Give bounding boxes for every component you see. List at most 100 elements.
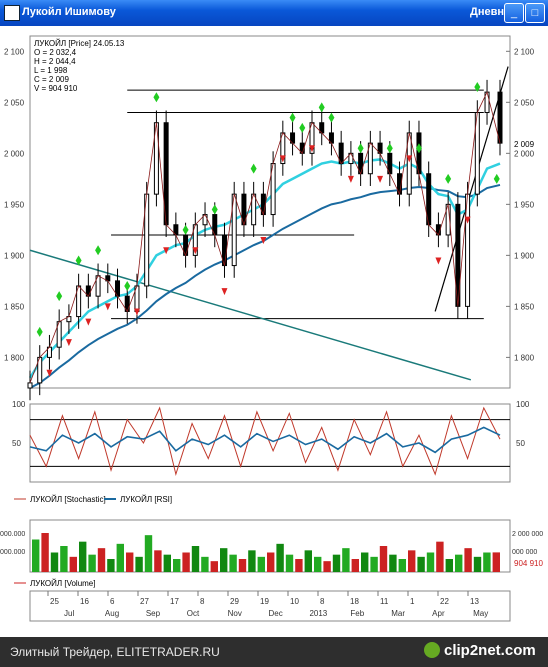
- rising-trend-line: [434, 66, 509, 312]
- sell-marker: [133, 308, 140, 316]
- trend-line: [29, 249, 472, 381]
- buy-marker: [474, 82, 481, 93]
- volume-bar: [323, 561, 331, 572]
- month-label: Sep: [146, 609, 161, 618]
- title-bar[interactable]: Лукойл Ишимову Дневной _ □: [0, 0, 548, 26]
- minimize-button[interactable]: _: [504, 3, 524, 23]
- price-tick-right: 2 000: [514, 149, 535, 158]
- volume-tick-right: 2 000 000: [512, 531, 543, 538]
- buy-marker: [182, 224, 189, 235]
- axis-frame: [29, 590, 511, 622]
- volume-bar: [370, 556, 378, 572]
- volume-bar: [351, 559, 359, 572]
- volume-bar: [238, 559, 247, 572]
- volume-bar: [97, 548, 106, 572]
- stochastic-legend-label: ЛУКОЙЛ [Stochastic]: [30, 495, 106, 504]
- buy-marker: [153, 92, 160, 103]
- volume-bar: [41, 533, 49, 572]
- price-legend-line: L = 1 998: [34, 66, 68, 75]
- watermark-text: clip2net.com: [444, 642, 536, 659]
- price-frame: [29, 35, 511, 389]
- candle-body: [497, 91, 503, 144]
- osc-tick-right: 50: [516, 439, 525, 448]
- buy-marker: [211, 204, 218, 215]
- sell-marker: [435, 257, 442, 265]
- buy-marker: [250, 163, 257, 174]
- volume-bar: [314, 556, 322, 572]
- buy-marker: [357, 143, 364, 154]
- chart-svg: 2 100 2 100 2 050 2 050 2 000 2 000 1 950 1 950…: [0, 35, 543, 622]
- volume-tick-left: 000.000: [0, 531, 25, 538]
- sell-marker: [65, 339, 72, 347]
- volume-bar: [417, 556, 425, 572]
- volume-bar: [445, 559, 453, 572]
- sell-marker: [163, 247, 170, 255]
- day-label: 18: [350, 597, 359, 606]
- volume-bar: [182, 552, 190, 572]
- volume-bar: [220, 548, 228, 572]
- stochastic-line: [29, 406, 501, 477]
- sell-marker: [406, 155, 413, 163]
- day-label: 19: [260, 597, 269, 606]
- price-tick-right: 2 050: [514, 98, 535, 107]
- volume-panel: 000.000 000.000 2 000 000 000 000 904 910 ЛУК…: [0, 519, 543, 588]
- month-label: 2013: [309, 609, 327, 618]
- volume-bar: [267, 552, 275, 572]
- volume-bar: [116, 543, 124, 572]
- last-price-label: 2 009: [514, 140, 535, 149]
- rsi-line: [29, 426, 501, 454]
- volume-bar: [107, 559, 115, 572]
- close-price-line: [29, 90, 501, 384]
- app-icon: [4, 5, 20, 21]
- volume-tick-left: 000.000: [0, 549, 25, 556]
- footer-bar: Элитный Трейдер, ELITETRADER.RU clip2net…: [0, 637, 548, 667]
- buy-marker: [75, 255, 82, 266]
- volume-bar: [229, 554, 237, 572]
- price-tick-right: 1 900: [514, 251, 535, 260]
- day-label: 8: [320, 597, 325, 606]
- day-label: 1: [410, 597, 415, 606]
- price-tick-left: 1 800: [4, 353, 25, 362]
- day-label: 29: [230, 597, 239, 606]
- footer-caption: Элитный Трейдер, ELITETRADER.RU: [10, 645, 220, 659]
- month-label: Apr: [432, 609, 445, 618]
- volume-bar: [332, 554, 341, 572]
- buy-marker: [36, 326, 43, 337]
- price-tick-left: 1 850: [4, 302, 25, 311]
- oscillator-panel: 100 100 50 50 ЛУКОЙЛ [Stochastic] ЛУКОЙЛ [RSI…: [12, 400, 530, 504]
- last-volume-label: 904 910: [514, 559, 543, 568]
- sell-marker: [464, 216, 471, 224]
- volume-bar: [389, 554, 397, 572]
- clip2net-logo-icon: [424, 642, 440, 658]
- day-label: 8: [200, 597, 205, 606]
- price-legend-line: ЛУКОЙЛ [Price] 24.05.13: [34, 39, 125, 48]
- chart-area: 2 100 2 100 2 050 2 050 2 000 2 000 1 950 1 950…: [0, 26, 548, 637]
- volume-bar: [201, 556, 209, 572]
- buy-marker: [95, 245, 102, 256]
- month-label: Feb: [350, 609, 364, 618]
- volume-bar: [88, 554, 96, 572]
- volume-bar: [257, 556, 265, 572]
- app-window: Лукойл Ишимову Дневной _ □ 2 100 2 100 2 0…: [0, 0, 548, 637]
- volume-bar: [60, 546, 68, 572]
- buy-marker: [289, 112, 296, 123]
- sell-marker: [104, 303, 111, 311]
- price-tick-right: 1 950: [514, 200, 535, 209]
- volume-bar: [154, 550, 162, 572]
- price-tick-left: 2 000: [4, 149, 25, 158]
- volume-bar: [191, 546, 200, 572]
- price-tick-right: 1 850: [514, 302, 535, 311]
- month-label: May: [473, 609, 488, 618]
- sell-marker: [260, 237, 267, 245]
- buy-marker: [445, 173, 452, 184]
- maximize-button[interactable]: □: [525, 3, 545, 23]
- volume-bar: [248, 550, 256, 572]
- price-legend-line: O = 2 032,4: [34, 48, 77, 57]
- volume-bar: [276, 543, 284, 572]
- buy-marker: [493, 173, 500, 184]
- volume-bar: [436, 541, 444, 572]
- buy-marker: [415, 143, 422, 154]
- price-tick-right: 1 800: [514, 353, 535, 362]
- volume-bar: [379, 546, 388, 572]
- volume-bar: [50, 552, 59, 572]
